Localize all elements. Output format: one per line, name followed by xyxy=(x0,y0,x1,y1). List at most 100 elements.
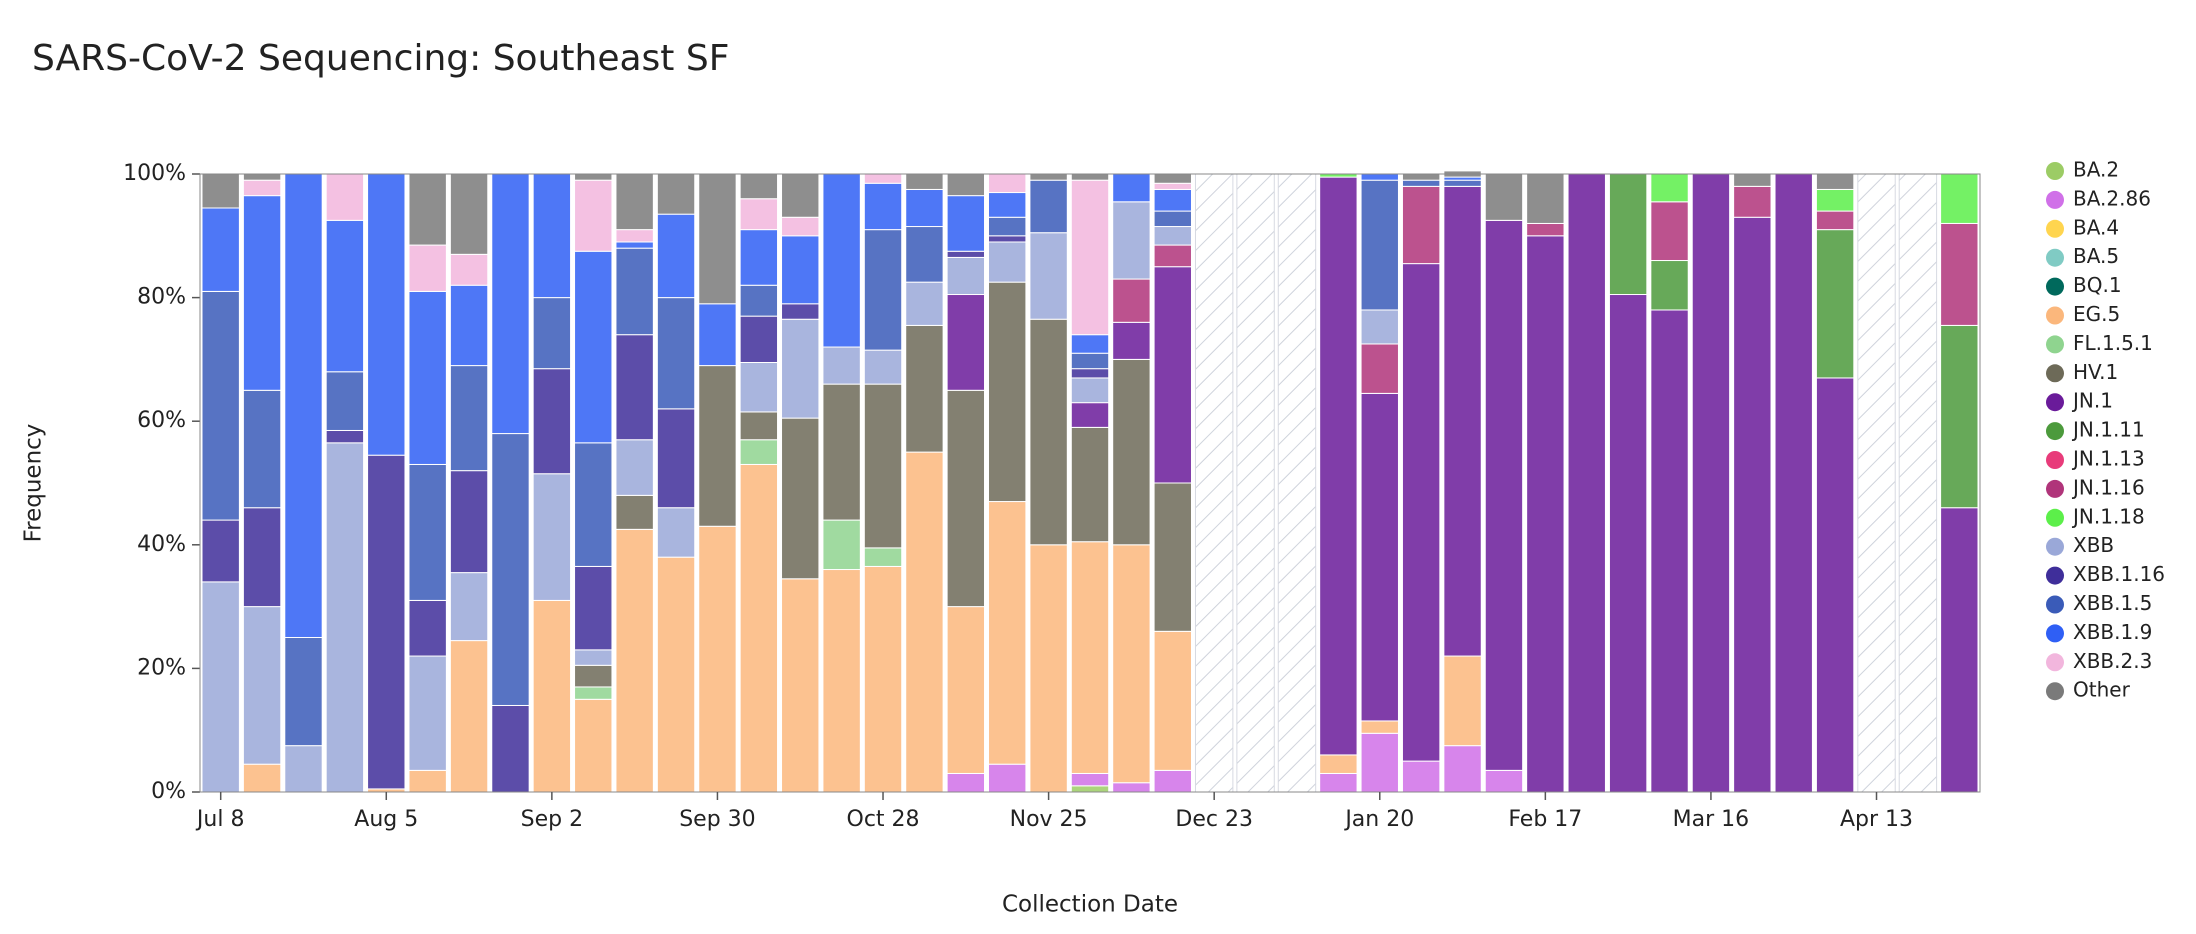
bar-segment xyxy=(408,244,447,292)
legend-swatch xyxy=(2046,624,2064,643)
bar-segment xyxy=(988,192,1027,218)
bar-segment xyxy=(615,528,654,793)
bar-segment xyxy=(1112,321,1151,360)
bar-segment xyxy=(201,207,240,292)
legend-swatch xyxy=(2046,595,2064,614)
bar-segment xyxy=(449,284,489,367)
bar-segment xyxy=(905,188,944,228)
legend-label: XBB xyxy=(2073,533,2114,557)
bar-segment xyxy=(946,173,986,197)
bar-segment xyxy=(1112,201,1151,280)
legend-swatch xyxy=(2046,653,2064,672)
legend-label: XBB.1.5 xyxy=(2073,591,2152,615)
bar-segment xyxy=(946,389,986,608)
legend-label: EG.5 xyxy=(2073,302,2120,326)
bar-segment xyxy=(1153,188,1192,212)
bar-segment xyxy=(1733,173,1772,187)
bar-segment xyxy=(1319,772,1358,793)
legend-label: JN.1 xyxy=(2071,389,2113,413)
bar-segment xyxy=(822,346,861,385)
bar-segment xyxy=(284,637,323,747)
bar-segment xyxy=(656,173,696,215)
bar-segment xyxy=(201,290,240,521)
bar-segment xyxy=(491,173,530,435)
bar-segment xyxy=(863,349,903,385)
bar-segment xyxy=(574,686,613,700)
bar-segment xyxy=(739,198,779,231)
legend-swatch xyxy=(2046,393,2064,412)
legend-swatch xyxy=(2046,508,2064,527)
y-tick-label: 60% xyxy=(137,408,186,433)
legend-label: BA.4 xyxy=(2073,215,2119,239)
bar-segment xyxy=(325,219,365,373)
bar-segment xyxy=(1112,173,1151,203)
bar-segment xyxy=(532,173,572,299)
bar-segment xyxy=(1153,226,1192,246)
legend-swatch xyxy=(2046,306,2064,325)
bar-segment xyxy=(656,556,696,793)
bar-segment xyxy=(1484,219,1524,771)
bar-segment xyxy=(1815,229,1855,379)
bar-segment xyxy=(1153,244,1192,268)
bar-segment xyxy=(656,213,696,299)
bar-segment xyxy=(1650,173,1689,203)
bar-segment xyxy=(574,698,613,793)
bar-segment xyxy=(1153,182,1192,190)
bar-segment xyxy=(242,195,282,391)
bar-segment xyxy=(574,664,613,688)
bar-segment xyxy=(822,519,861,571)
bar-segment xyxy=(449,253,489,286)
plot-frame xyxy=(199,173,1981,793)
bar-segment xyxy=(1070,402,1110,428)
bar-segment xyxy=(449,365,489,472)
legend-label: BQ.1 xyxy=(2073,273,2122,297)
bar-segment xyxy=(574,250,613,444)
bar-segment xyxy=(532,599,572,793)
bar-segment xyxy=(822,569,861,793)
bar-segment xyxy=(1608,294,1648,793)
bar-segment xyxy=(1153,266,1192,484)
bar-segment xyxy=(1153,769,1192,793)
bar-segment xyxy=(1029,318,1068,546)
bar-segment xyxy=(1443,179,1482,187)
bar-segment xyxy=(1153,630,1192,771)
bar-segment xyxy=(988,235,1027,243)
bar-segment xyxy=(574,442,613,567)
bar-segment xyxy=(1070,772,1110,787)
bar-segment xyxy=(781,318,820,419)
bar-segment xyxy=(1940,507,1979,793)
bar-segment xyxy=(532,297,572,370)
bar-segment xyxy=(1443,655,1482,747)
bar-segment xyxy=(863,383,903,549)
bar-segment xyxy=(946,195,986,252)
legend-label: XBB.1.16 xyxy=(2073,562,2165,586)
x-tick-label: Dec 23 xyxy=(1175,807,1253,832)
x-tick-label: Oct 28 xyxy=(847,807,920,832)
x-tick-label: Jan 20 xyxy=(1343,807,1414,832)
bar-segment xyxy=(1940,222,1979,326)
bar-segment xyxy=(946,606,986,774)
bar-segment xyxy=(1070,352,1110,370)
legend-label: BA.2.86 xyxy=(2073,186,2151,210)
legend-swatch xyxy=(2046,190,2064,209)
bar-segment xyxy=(1153,210,1192,228)
bar-segment xyxy=(242,763,282,793)
bar-segment xyxy=(739,361,779,413)
bar-segment xyxy=(1691,173,1731,793)
y-tick-label: 0% xyxy=(151,779,186,804)
legend-label: HV.1 xyxy=(2073,360,2118,384)
bar-segment xyxy=(1815,210,1855,231)
bar-segment xyxy=(988,281,1027,503)
bar-segment xyxy=(1360,392,1399,722)
legend-swatch xyxy=(2046,566,2064,585)
bar-segment xyxy=(201,581,240,793)
bar-segment xyxy=(781,578,820,793)
bar-segment xyxy=(532,368,572,475)
bar-segment xyxy=(863,565,903,793)
bar-segment xyxy=(325,371,365,431)
bar-segment xyxy=(781,417,820,580)
bar-segment xyxy=(242,507,282,608)
x-tick-label: Jul 8 xyxy=(195,807,245,832)
legend-swatch xyxy=(2046,248,2064,267)
bar-segment xyxy=(863,229,903,351)
